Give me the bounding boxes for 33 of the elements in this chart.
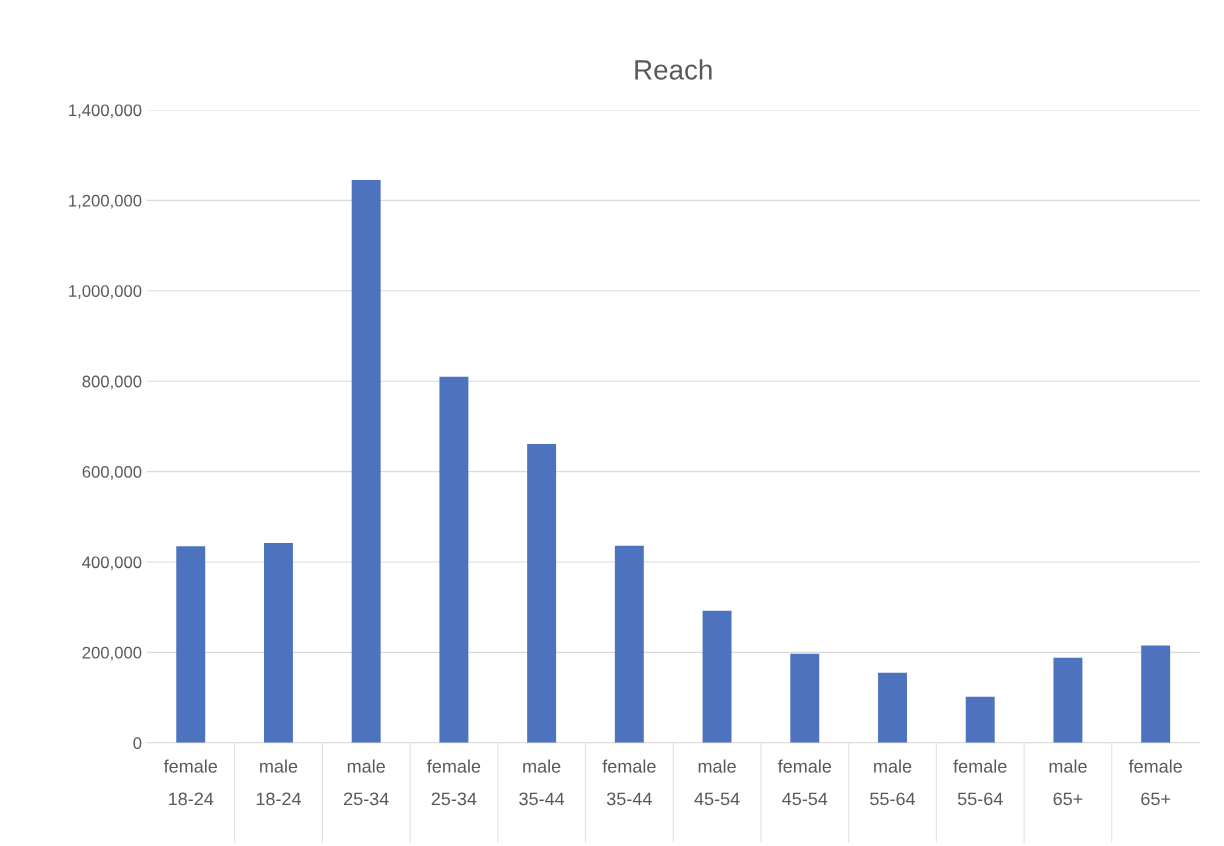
x-tick-label: female 25-34: [427, 759, 481, 806]
y-tick-label: 1,200,000: [69, 194, 142, 209]
bar: [176, 546, 206, 743]
x-tick-label: male 18-24: [256, 759, 302, 806]
x-tick-label: male 65+: [1049, 759, 1087, 806]
bar: [263, 543, 293, 743]
bar: [965, 696, 995, 743]
bar: [351, 180, 381, 743]
y-tick-label: 800,000: [82, 375, 142, 390]
x-tick-label: female 45-54: [777, 759, 832, 806]
bar: [439, 376, 469, 743]
bar: [1053, 657, 1083, 743]
chart-title: Reach: [635, 59, 712, 80]
y-tick-label: 600,000: [82, 465, 142, 480]
y-tick-label: 1,400,000: [69, 104, 142, 119]
x-tick-label: male 45-54: [694, 759, 740, 806]
y-tick-label: 200,000: [82, 646, 142, 661]
x-tick-label: female 65+: [1128, 759, 1182, 806]
x-tick-label: male 35-44: [519, 759, 565, 806]
y-tick-label: 0: [133, 737, 142, 749]
bar: [1141, 645, 1171, 743]
x-tick-label: female 35-44: [602, 759, 656, 806]
y-tick-label: 1,000,000: [69, 285, 142, 299]
x-tick-label: female 18-24: [163, 759, 218, 806]
y-tick-label: 400,000: [82, 556, 142, 571]
bar: [702, 610, 732, 743]
x-tick-label: male 55-64: [870, 759, 916, 806]
x-tick-label: male 25-34: [344, 759, 389, 806]
bar: [614, 545, 644, 743]
bar: [878, 672, 907, 743]
x-tick-label: female 55-64: [953, 759, 1007, 806]
bar: [527, 444, 557, 743]
bar: [790, 653, 820, 743]
